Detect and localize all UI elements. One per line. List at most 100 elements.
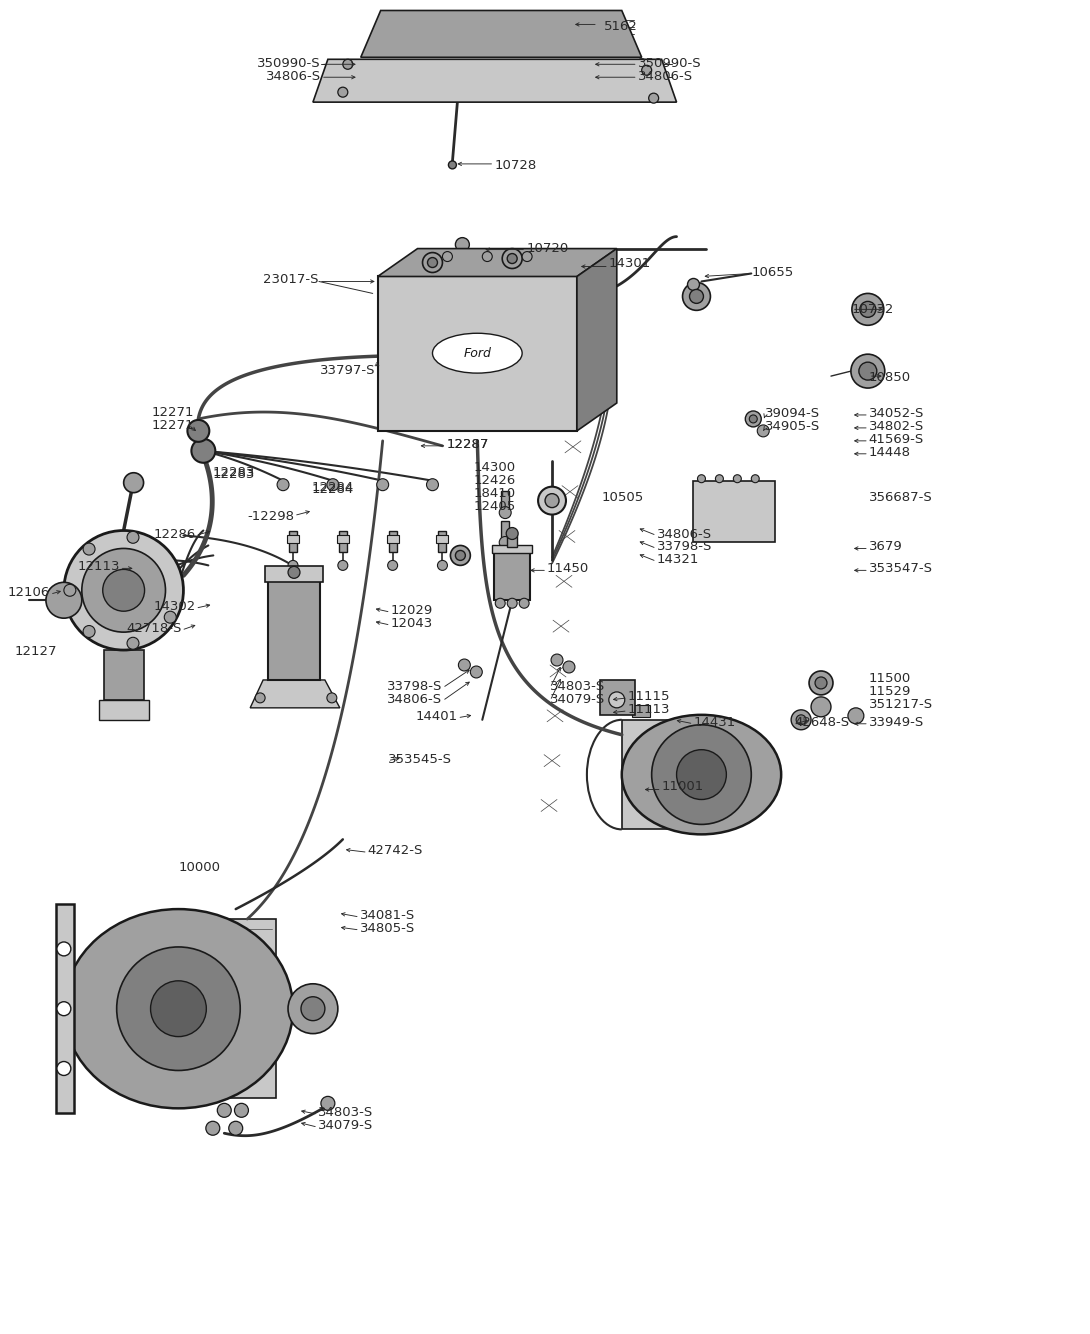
Text: 33949-S: 33949-S [869,716,924,728]
Circle shape [150,980,206,1037]
Circle shape [859,362,876,380]
Circle shape [538,487,566,515]
Text: 42648-S: 42648-S [795,716,849,728]
Bar [507,535,517,547]
Text: 12106: 12106 [8,587,50,599]
Text: 12284: 12284 [312,480,354,494]
Text: 34802-S: 34802-S [869,420,924,434]
Bar [501,520,509,540]
Bar [378,276,577,431]
Circle shape [564,662,574,672]
Text: 11500: 11500 [869,672,911,684]
Bar [436,535,448,543]
Circle shape [83,626,95,638]
Circle shape [852,293,884,325]
Text: 12286: 12286 [153,527,195,540]
Bar [99,700,148,720]
Text: 12405: 12405 [473,500,516,512]
Circle shape [482,252,493,261]
Text: 33798-S: 33798-S [656,540,712,554]
Circle shape [815,676,827,688]
Text: 14448: 14448 [869,446,911,459]
Text: 33798-S: 33798-S [387,680,443,692]
Text: 12287: 12287 [447,438,488,451]
Circle shape [64,531,183,650]
Circle shape [301,996,325,1021]
Polygon shape [361,11,642,57]
Circle shape [206,1122,220,1135]
Text: 5162: 5162 [604,20,638,33]
Circle shape [499,507,511,519]
Circle shape [448,161,457,169]
Text: 10000: 10000 [179,862,220,874]
Text: 34052-S: 34052-S [869,407,924,420]
Circle shape [277,479,289,491]
Ellipse shape [64,908,293,1109]
Circle shape [749,415,758,423]
Circle shape [343,59,353,69]
Text: 12283: 12283 [213,468,255,480]
Bar [438,531,447,552]
Text: 34803-S: 34803-S [318,1106,373,1119]
Polygon shape [378,248,617,276]
Circle shape [507,253,517,264]
Text: 12127: 12127 [14,646,57,658]
Ellipse shape [433,334,522,374]
Circle shape [456,551,465,560]
Polygon shape [577,248,617,431]
Circle shape [507,598,517,608]
Circle shape [46,583,82,618]
Circle shape [758,426,770,436]
Text: Ford: Ford [463,347,492,360]
Circle shape [552,654,564,666]
Text: 11113: 11113 [628,703,670,716]
Text: 34806-S: 34806-S [387,692,443,706]
Circle shape [746,411,761,427]
Circle shape [734,475,741,483]
Text: 34806-S: 34806-S [266,71,320,83]
Bar [337,535,349,543]
Bar [339,531,347,552]
Text: 10728: 10728 [494,159,536,172]
Text: 34079-S: 34079-S [318,1119,373,1133]
Text: 11115: 11115 [628,690,670,703]
Circle shape [459,659,471,671]
Circle shape [128,638,138,650]
Text: 353547-S: 353547-S [869,563,933,575]
Text: 34803-S: 34803-S [550,680,605,692]
Circle shape [338,87,348,97]
Circle shape [128,531,138,543]
Text: 12284: 12284 [312,483,354,496]
Text: 12271: 12271 [152,406,194,419]
Circle shape [192,439,216,463]
Circle shape [288,983,338,1034]
Circle shape [57,1002,71,1015]
Bar [501,491,509,511]
Text: 11529: 11529 [869,684,911,698]
Text: 14431: 14431 [693,716,736,728]
Text: 10850: 10850 [869,371,911,384]
Text: 23017-S: 23017-S [264,273,319,287]
Circle shape [690,289,703,303]
Text: 12426: 12426 [473,474,516,487]
Circle shape [809,671,833,695]
Bar [268,580,319,680]
Bar [600,680,634,715]
Circle shape [327,692,337,703]
Bar [265,567,323,583]
Circle shape [320,1097,335,1110]
Circle shape [471,666,482,678]
Circle shape [688,279,700,291]
Circle shape [82,548,166,632]
Bar [494,551,530,600]
Circle shape [443,252,452,261]
Circle shape [327,479,339,491]
Circle shape [522,252,532,261]
Circle shape [545,494,559,508]
Text: 41569-S: 41569-S [869,434,924,446]
Text: 350990-S: 350990-S [257,57,320,71]
Text: 10732: 10732 [852,303,894,316]
Circle shape [377,479,389,491]
Text: 10720: 10720 [526,241,568,255]
Circle shape [519,598,529,608]
